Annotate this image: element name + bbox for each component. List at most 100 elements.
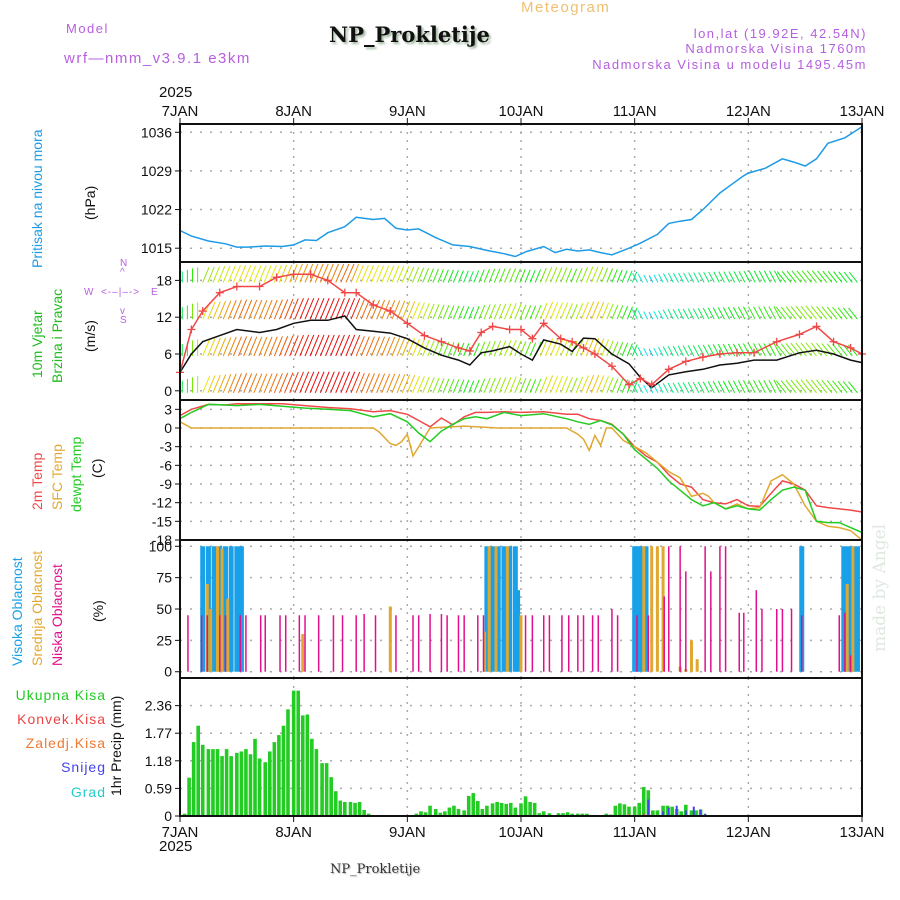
wind-barb bbox=[621, 342, 629, 357]
wind-barb bbox=[350, 263, 360, 283]
y-tick-label: 1.18 bbox=[145, 753, 172, 769]
wind-barb bbox=[722, 307, 731, 320]
wind-barb bbox=[355, 264, 364, 283]
y-tick-label: 100 bbox=[149, 538, 173, 554]
wind-barb bbox=[565, 340, 573, 357]
wind-barb bbox=[658, 273, 664, 283]
wind-barb bbox=[837, 344, 848, 357]
wind-barb bbox=[790, 306, 802, 320]
bar-niska-oblacnost bbox=[647, 615, 650, 672]
bar-niska-oblacnost bbox=[355, 615, 357, 672]
wind-barb bbox=[468, 306, 475, 320]
wind-barb bbox=[810, 342, 823, 357]
wind-barb bbox=[325, 334, 335, 357]
wind-barb bbox=[821, 343, 833, 357]
wind-barb bbox=[422, 303, 430, 320]
y-tick-label: 1036 bbox=[141, 124, 172, 140]
bar-niska-oblacnost bbox=[738, 612, 740, 672]
wind-barb bbox=[340, 297, 351, 320]
gust-marker bbox=[556, 334, 565, 343]
wind-barb bbox=[350, 371, 361, 393]
wind-barb bbox=[304, 371, 315, 393]
y-tick-label: 50 bbox=[156, 601, 172, 617]
bar-ukupna-kisa bbox=[235, 752, 239, 816]
wind-barb bbox=[514, 303, 522, 320]
wind-barb bbox=[821, 306, 833, 320]
bar-ukupna-kisa bbox=[570, 813, 574, 816]
bar-niska-oblacnost bbox=[663, 596, 665, 672]
wind-barb bbox=[478, 269, 485, 283]
wind-barb bbox=[263, 336, 273, 357]
bar-visoka-oblacnost bbox=[634, 546, 640, 672]
wind-barb bbox=[800, 342, 812, 357]
wind-barb bbox=[406, 301, 416, 320]
wind-barb bbox=[488, 304, 496, 320]
wind-barb bbox=[314, 263, 324, 283]
wind-barb bbox=[227, 336, 237, 357]
wind-barb bbox=[791, 270, 802, 283]
wind-barb bbox=[832, 306, 843, 320]
wind-barb bbox=[667, 382, 674, 394]
bar-niska-oblacnost bbox=[531, 615, 534, 672]
y-tick-label: -9 bbox=[160, 476, 173, 492]
x-tick-label-bottom: 8JAN bbox=[275, 824, 312, 841]
bar-srednja-oblacnost bbox=[505, 546, 509, 672]
wind-barb bbox=[376, 336, 386, 357]
wind-barb bbox=[742, 343, 751, 357]
wind-barb bbox=[780, 306, 792, 320]
wind-barb bbox=[738, 270, 746, 283]
bar-niska-oblacnost bbox=[710, 571, 712, 672]
gust-marker bbox=[215, 288, 224, 297]
wind-barb bbox=[452, 379, 460, 393]
wind-barb bbox=[335, 334, 345, 357]
wind-barb bbox=[376, 299, 386, 320]
bar-ukupna-kisa bbox=[499, 802, 504, 816]
gust-marker bbox=[636, 374, 645, 383]
wind-barb bbox=[565, 376, 573, 393]
wind-barb bbox=[672, 382, 679, 394]
wind-barb bbox=[243, 373, 253, 393]
wind-barb bbox=[575, 376, 584, 393]
bar-snijeg bbox=[704, 813, 707, 816]
x-tick-label-top: 10JAN bbox=[498, 103, 543, 120]
wind-barb bbox=[648, 348, 654, 357]
wind-barb bbox=[314, 297, 325, 320]
wind-barb bbox=[637, 383, 644, 394]
wind-barb bbox=[653, 274, 659, 283]
wind-barb bbox=[580, 266, 589, 283]
bar-ukupna-kisa bbox=[504, 803, 509, 816]
gust-marker bbox=[829, 337, 838, 346]
wind-barb bbox=[673, 272, 679, 283]
wind-barb bbox=[653, 347, 659, 357]
wind-barb bbox=[304, 297, 315, 320]
wind-barb bbox=[519, 378, 527, 393]
wind-barb bbox=[253, 373, 263, 393]
wind-barb bbox=[606, 340, 614, 357]
wind-barb bbox=[712, 380, 720, 394]
wind-barb bbox=[299, 334, 310, 357]
wind-barb bbox=[365, 336, 375, 357]
wind-barb bbox=[473, 379, 480, 393]
bar-visoka-oblacnost bbox=[490, 546, 496, 672]
wind-barb bbox=[688, 272, 695, 283]
wind-barb bbox=[801, 270, 812, 283]
wind-barb bbox=[550, 267, 558, 283]
wind-barb bbox=[775, 343, 787, 357]
wind-barb bbox=[463, 379, 470, 393]
bar-visoka-oblacnost bbox=[637, 546, 643, 672]
wind-barb bbox=[238, 336, 248, 357]
wind-barb bbox=[488, 340, 496, 357]
bar-visoka-oblacnost bbox=[211, 546, 217, 672]
bar-niska-oblacnost bbox=[457, 615, 460, 672]
y-tick-label: 1015 bbox=[141, 240, 172, 256]
gust-marker bbox=[454, 343, 463, 352]
wind-barb bbox=[753, 306, 761, 320]
wind-barb bbox=[718, 271, 725, 283]
wind-barb bbox=[458, 270, 464, 283]
wind-barb bbox=[355, 336, 365, 357]
y-tick-label: 0.59 bbox=[145, 780, 172, 796]
bar-ukupna-kisa bbox=[604, 813, 609, 816]
wind-barb bbox=[473, 342, 480, 357]
wind-barb bbox=[212, 266, 220, 283]
wind-barb bbox=[289, 298, 299, 320]
